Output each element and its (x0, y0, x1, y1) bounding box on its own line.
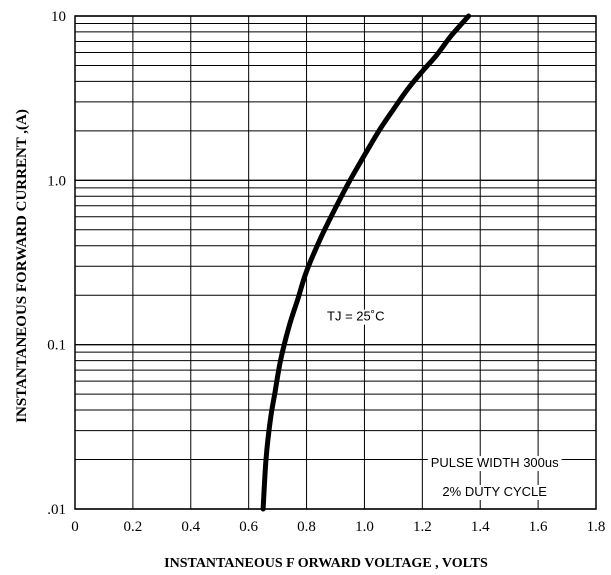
y-axis-label: INSTANTANEOUS FORWARD CURRENT ,(A) (14, 109, 30, 423)
y-tick-label: .01 (47, 502, 66, 518)
y-tick-label: 0.1 (47, 338, 66, 354)
grid (74, 15, 597, 510)
x-tick-label: 0.4 (181, 519, 200, 535)
annotations: TJ = 25˚C PULSE WIDTH 300us 2% DUTY CYCLE (318, 309, 562, 500)
x-tick-label: 1.0 (355, 519, 374, 535)
x-tick-labels: 0 0.2 0.4 0.6 0.8 1.0 1.2 1.4 1.6 1.8 (71, 519, 605, 535)
annotation-background (318, 309, 394, 325)
x-tick-label: 0.8 (297, 519, 316, 535)
annotation-label: PULSE WIDTH 300us (431, 455, 559, 470)
annotation-label: TJ = 25˚C (327, 309, 384, 324)
annotation-background (442, 484, 547, 500)
x-tick-label: 0.2 (124, 519, 143, 535)
x-tick-label: 1.8 (587, 519, 606, 535)
y-tick-label: 10 (51, 9, 66, 25)
x-tick-label: 0 (71, 519, 79, 535)
annotation-label: 2% DUTY CYCLE (442, 484, 547, 499)
y-tick-labels: .01 0.1 1.0 10 (47, 9, 66, 518)
plot-frame (74, 15, 597, 510)
x-tick-label: 0.6 (239, 519, 258, 535)
x-axis-label: INSTANTANEOUS F ORWARD VOLTAGE , VOLTS (164, 556, 488, 571)
y-tick-label: 1.0 (47, 173, 66, 189)
x-tick-label: 1.4 (471, 519, 490, 535)
annotation-background (427, 456, 562, 472)
forward-voltage-curve (260, 13, 472, 512)
x-tick-label: 1.2 (413, 519, 432, 535)
x-tick-label: 1.6 (529, 519, 548, 535)
